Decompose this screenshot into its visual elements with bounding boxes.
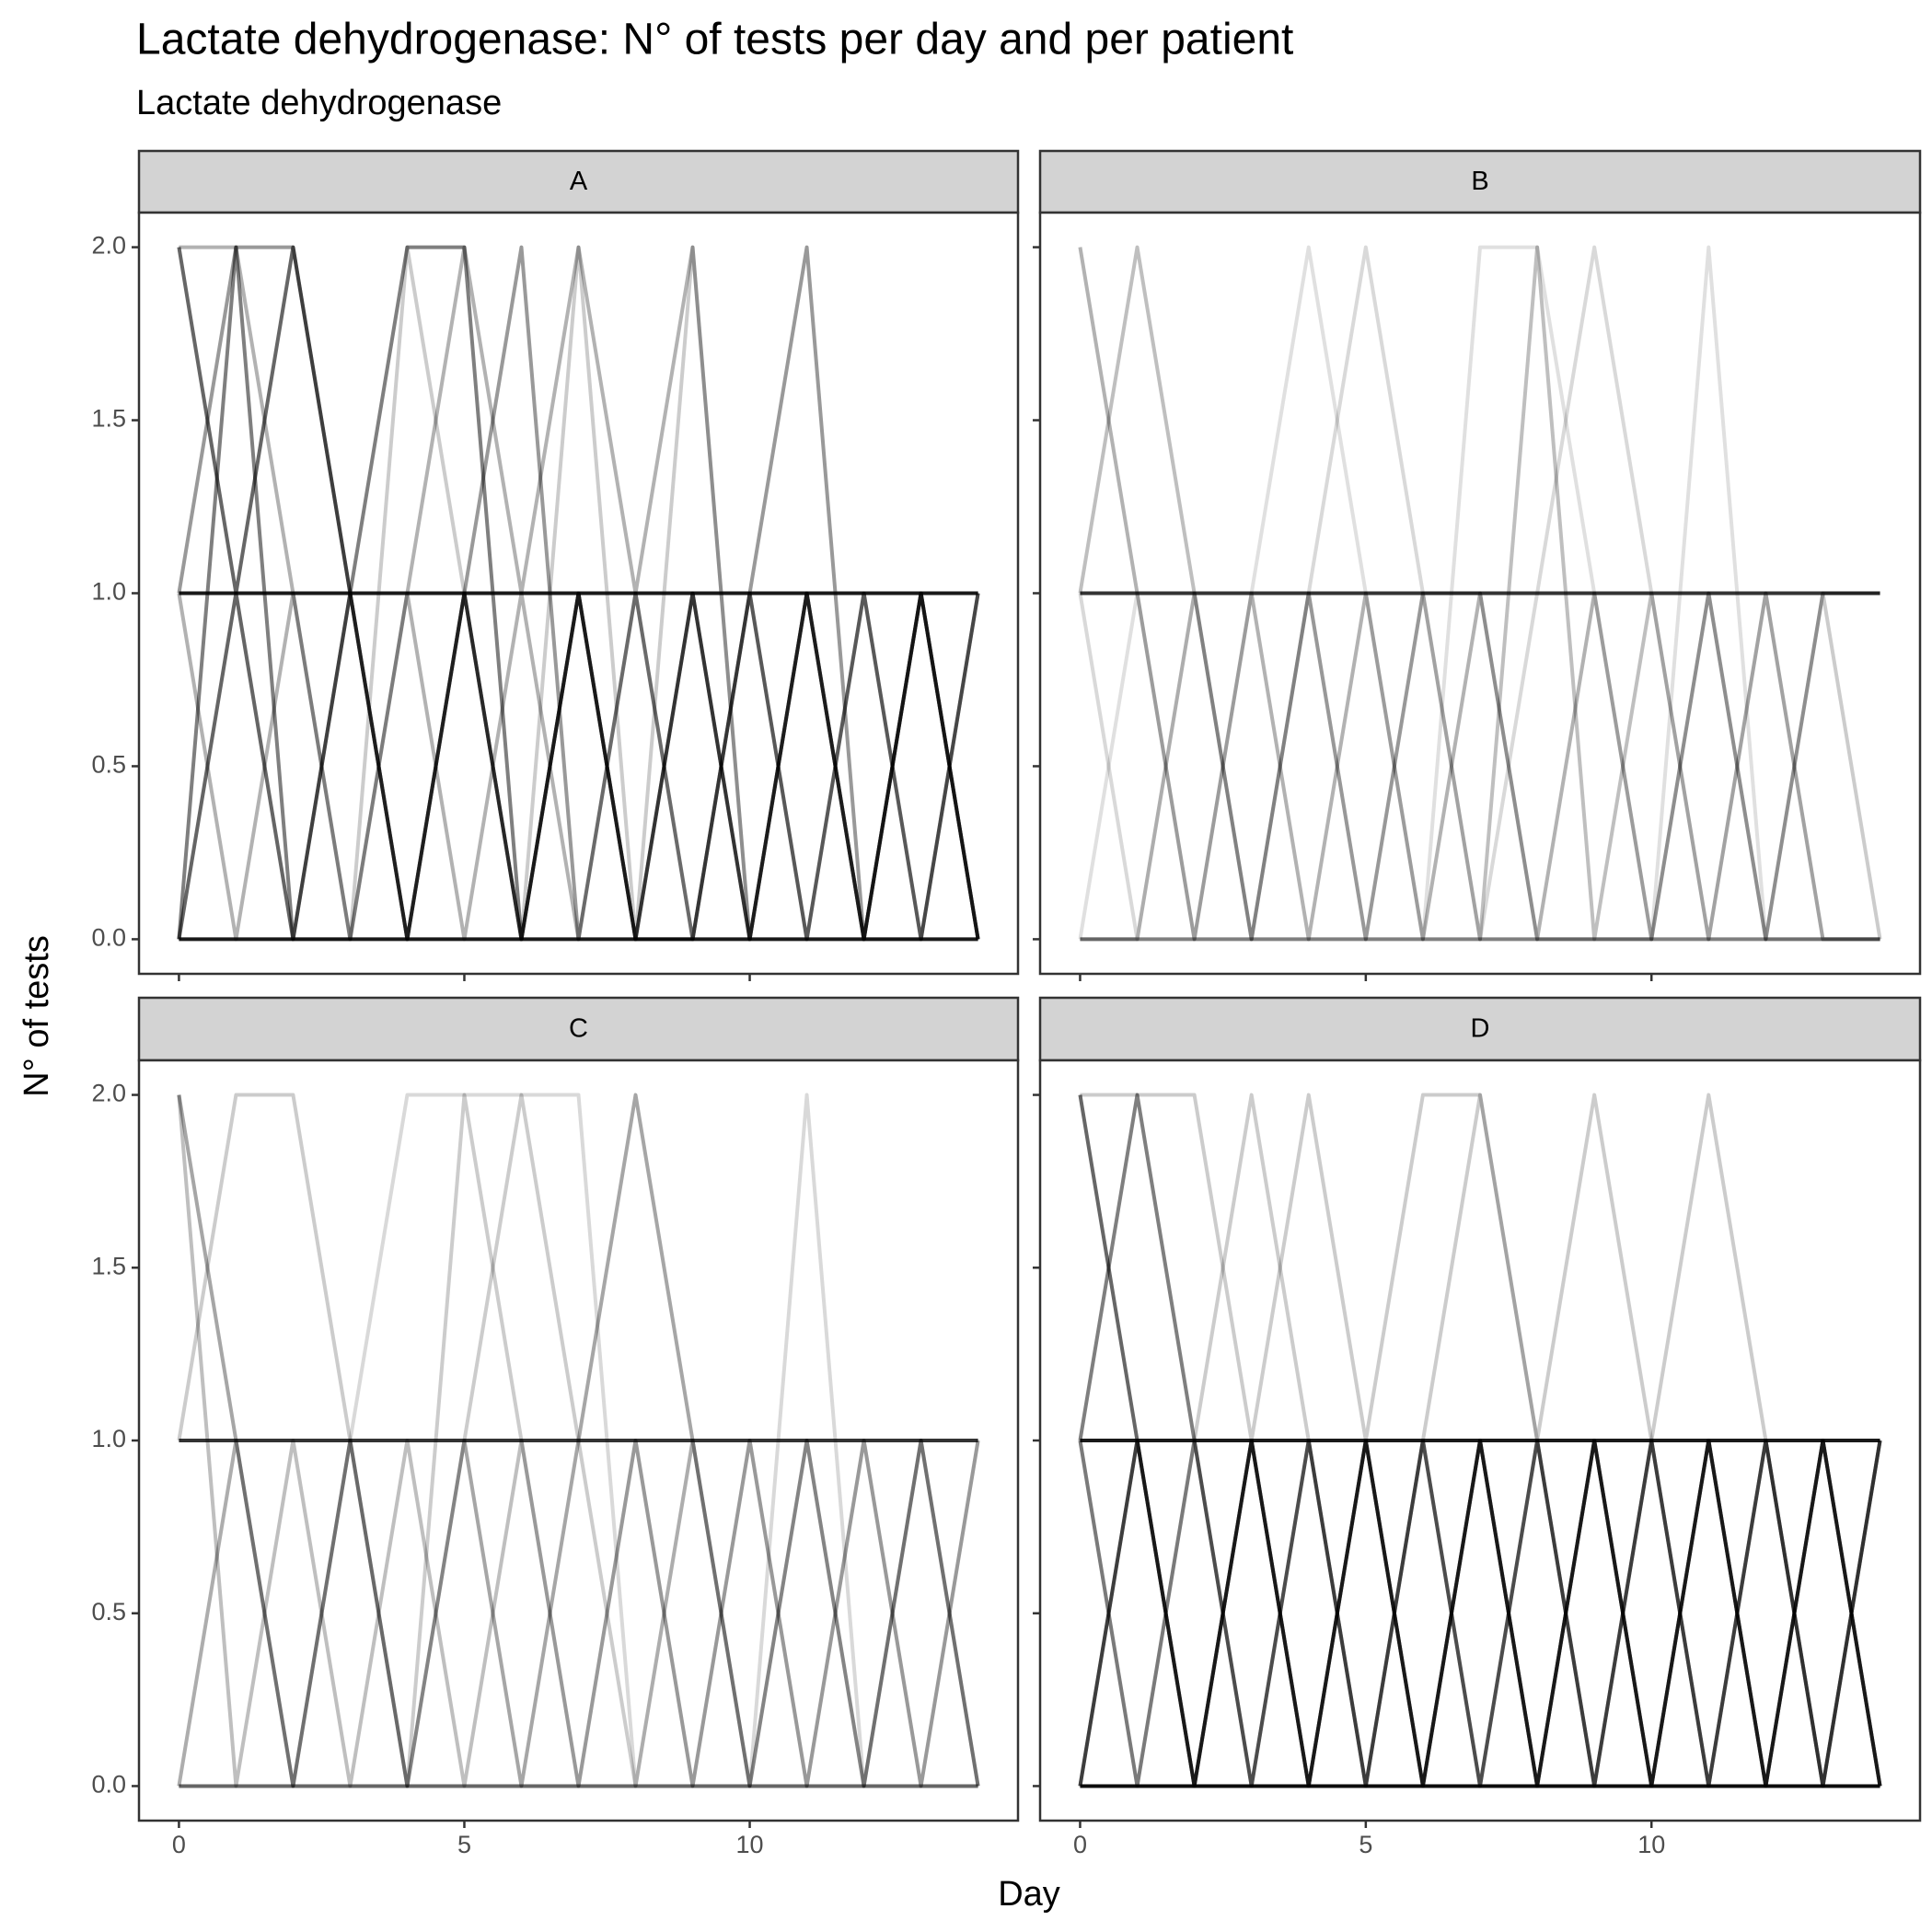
y-tick-label: 2.0 xyxy=(91,1080,126,1107)
y-tick-label: 0.0 xyxy=(91,924,126,952)
x-axis-title: Day xyxy=(998,1875,1060,1914)
x-tick-label: 10 xyxy=(736,1831,764,1858)
x-tick-label: 5 xyxy=(457,1831,471,1858)
patient-line xyxy=(177,591,980,942)
patient-line xyxy=(1078,245,1880,942)
patient-line xyxy=(177,1093,980,1788)
patient-line xyxy=(1078,245,1880,942)
x-tick-label: 0 xyxy=(1073,1831,1087,1858)
strip xyxy=(137,149,1020,214)
x-tick-label: 10 xyxy=(1637,1831,1665,1858)
patient-line xyxy=(1080,591,1882,942)
patient-line xyxy=(1078,1439,1882,1788)
x-tick-label: 5 xyxy=(1359,1831,1372,1858)
y-tick-label: 0.5 xyxy=(91,1598,126,1625)
y-tick-label: 1.5 xyxy=(91,1252,126,1279)
patient-line xyxy=(177,1093,980,1788)
patient-line xyxy=(1078,1439,1882,1788)
patient-line xyxy=(177,591,980,942)
patient-line xyxy=(179,245,980,942)
strip-label: D xyxy=(1471,1014,1490,1044)
patient-line xyxy=(1078,1093,1882,1788)
y-tick-label: 1.0 xyxy=(91,578,126,606)
strip xyxy=(1038,149,1922,214)
strip-label: C xyxy=(569,1014,588,1044)
patient-line xyxy=(1078,1439,1882,1788)
y-axis-title: N° of tests xyxy=(17,935,56,1097)
y-tick-label: 0.0 xyxy=(91,1771,126,1799)
strip-label: A xyxy=(570,167,588,196)
patient-line xyxy=(177,1093,980,1788)
chart-subtitle: Lactate dehydrogenase xyxy=(136,84,502,122)
y-tick-label: 0.5 xyxy=(91,751,126,779)
strip xyxy=(137,996,1020,1062)
patient-line xyxy=(177,1094,980,1788)
y-tick-label: 2.0 xyxy=(91,232,126,260)
x-tick-label: 0 xyxy=(172,1831,186,1858)
patient-line xyxy=(1078,247,1880,942)
patient-line xyxy=(1080,1093,1882,1788)
strip xyxy=(1038,996,1922,1062)
strip-label: B xyxy=(1471,167,1488,196)
chart-title: Lactate dehydrogenase: N° of tests per d… xyxy=(136,16,1293,64)
patient-line xyxy=(1078,1093,1882,1788)
patient-line xyxy=(177,245,980,942)
y-tick-label: 1.0 xyxy=(91,1425,126,1452)
patient-line xyxy=(177,1093,980,1788)
patient-line xyxy=(1078,245,1880,942)
y-tick-label: 1.5 xyxy=(91,405,126,433)
